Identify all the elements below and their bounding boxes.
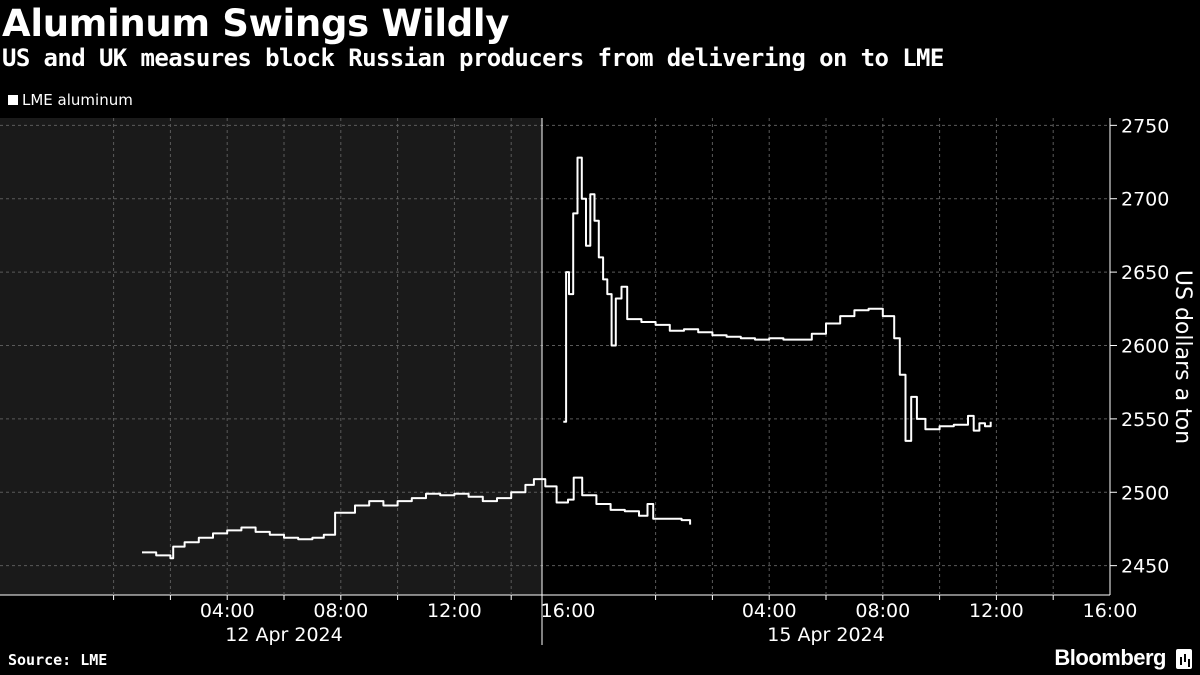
x-tick-label: 16:00 (1083, 600, 1138, 622)
date-label: 12 Apr 2024 (225, 624, 342, 646)
bloomberg-chart-icon (1176, 649, 1192, 669)
x-tick-label: 12:00 (969, 600, 1024, 622)
legend-label: LME aluminum (22, 91, 133, 109)
x-tick-label: 08:00 (855, 600, 910, 622)
y-tick-label: 2500 (1121, 482, 1169, 504)
date-label: 15 Apr 2024 (767, 624, 884, 646)
shaded-session-area (0, 118, 542, 595)
y-axis-label: US dollars a ton (1170, 270, 1195, 444)
y-tick-label: 2450 (1121, 556, 1169, 578)
y-tick-label: 2600 (1121, 335, 1169, 357)
x-tick-label: 04:00 (200, 600, 255, 622)
price-series-line (142, 476, 692, 560)
source-note: Source: LME (8, 651, 108, 669)
legend-swatch (8, 95, 18, 105)
bloomberg-logo: Bloomberg (1054, 645, 1166, 670)
x-tick-label: 12:00 (427, 600, 482, 622)
y-tick-label: 2700 (1121, 189, 1169, 211)
y-tick-label: 2650 (1121, 262, 1169, 284)
chart-title: Aluminum Swings Wildly (2, 2, 510, 45)
y-tick-label: 2750 (1121, 115, 1169, 137)
price-series-line (563, 156, 992, 442)
x-tick-label: 04:00 (742, 600, 797, 622)
chart-subtitle: US and UK measures block Russian produce… (2, 44, 944, 72)
x-tick-label: 08:00 (313, 600, 368, 622)
x-tick-label: 16:00 (541, 600, 596, 622)
y-tick-label: 2550 (1121, 409, 1169, 431)
legend: LME aluminum (8, 91, 133, 109)
